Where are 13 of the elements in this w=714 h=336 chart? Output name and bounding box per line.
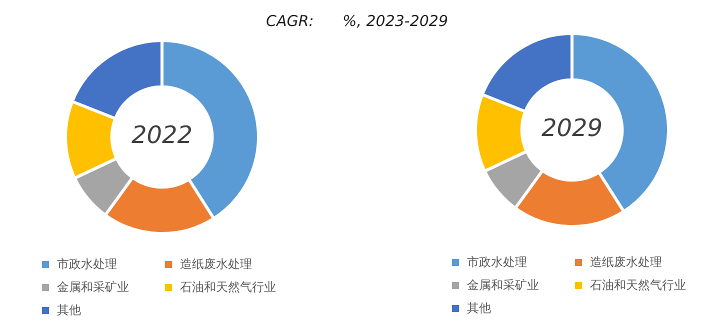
legend-label: 其他 <box>56 302 82 319</box>
legend-label: 石油和天然气行业 <box>179 279 277 296</box>
legend-label: 造纸废水处理 <box>179 256 253 273</box>
legend-label: 金属和采矿业 <box>466 277 540 294</box>
legend-label: 市政水处理 <box>466 254 528 271</box>
legend-label: 其他 <box>466 300 492 317</box>
text: CAGR: %, 2023-2029 <box>265 12 449 30</box>
legend-label: 石油和天然气行业 <box>589 277 687 294</box>
legend-label: 市政水处理 <box>56 256 118 273</box>
legend-label: 金属和采矿业 <box>56 279 130 296</box>
text: 2022 <box>131 121 193 150</box>
legend-label: 造纸废水处理 <box>589 254 663 271</box>
text: 2029 <box>541 114 603 142</box>
